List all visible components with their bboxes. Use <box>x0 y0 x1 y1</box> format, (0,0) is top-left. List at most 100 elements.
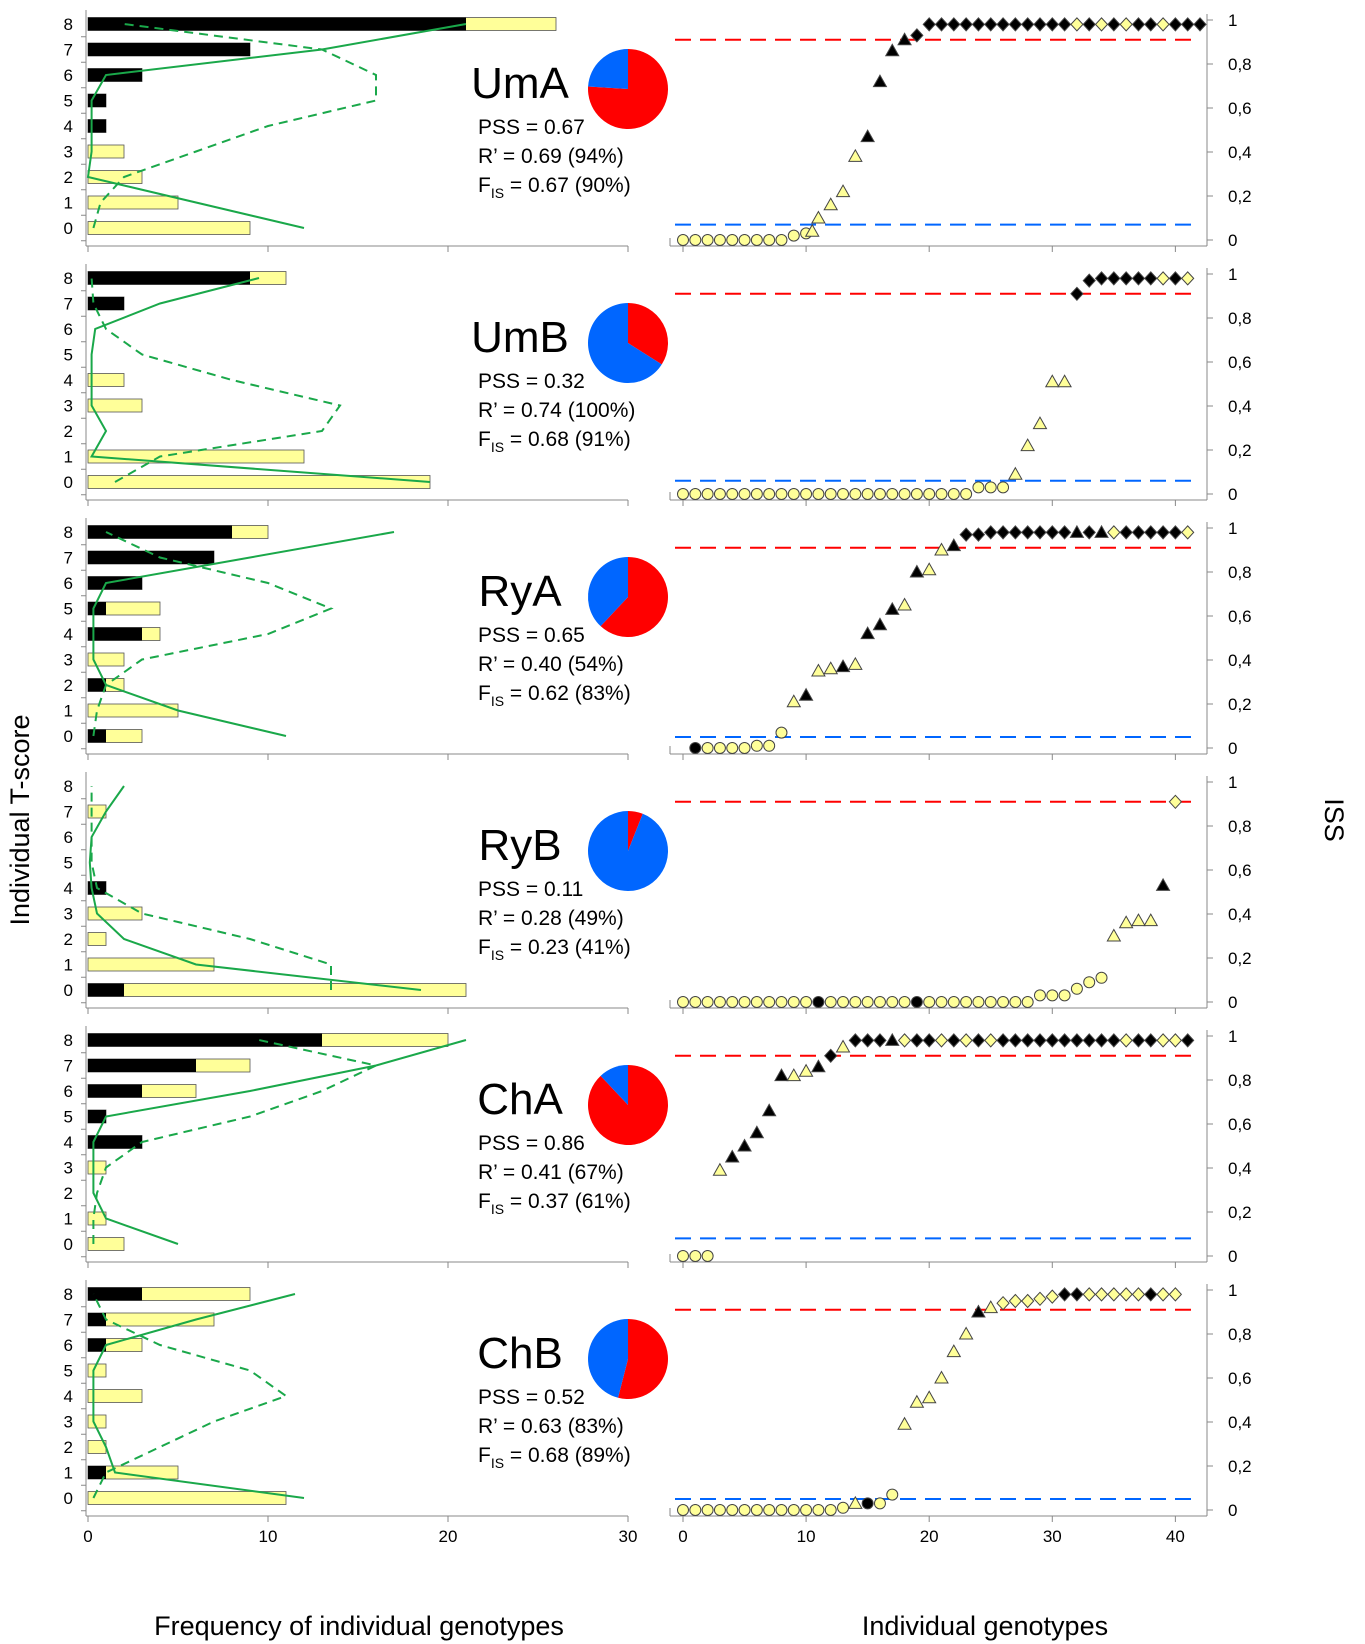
point-circle <box>726 996 739 1008</box>
point-diamond <box>1144 17 1158 32</box>
expected-line-solid <box>92 1293 305 1499</box>
point-diamond <box>1119 17 1133 32</box>
point-circle <box>677 1504 689 1516</box>
point-circle <box>800 1504 813 1516</box>
r-value: R’ = 0.74 (100%) <box>478 399 635 422</box>
point-circle <box>750 739 763 752</box>
right-x-tick-label: 10 <box>797 1527 816 1546</box>
point-circle <box>873 1497 886 1510</box>
left-x-tick-label: 10 <box>259 1527 278 1546</box>
point-diamond <box>1168 525 1183 540</box>
point-circle <box>677 996 689 1008</box>
point-circle <box>689 234 702 246</box>
point-diamond <box>1070 286 1084 302</box>
point-triangle <box>909 1394 925 1408</box>
point-diamond <box>1094 17 1109 32</box>
pie-slice-blue <box>588 303 662 383</box>
bar-sexual <box>88 729 106 743</box>
y-tick-label: 5 <box>64 346 73 365</box>
point-circle <box>812 1504 825 1516</box>
point-circle <box>738 1504 751 1516</box>
point-circle <box>689 742 702 754</box>
iss-tick-label: 1 <box>1228 1027 1237 1046</box>
point-triangle <box>958 1326 974 1340</box>
point-triangle <box>847 148 863 162</box>
point-circle <box>726 1504 739 1516</box>
iss-tick-label: 0,6 <box>1228 607 1252 626</box>
point-circle <box>960 488 973 500</box>
point-diamond <box>1156 1033 1170 1048</box>
point-circle <box>886 996 899 1008</box>
point-diamond <box>1168 1033 1183 1048</box>
point-diamond <box>996 17 1010 32</box>
bar-sexual <box>88 271 250 285</box>
point-circle <box>677 488 689 500</box>
point-diamond <box>1107 17 1121 32</box>
point-circle <box>713 742 726 754</box>
point-triangle <box>1044 374 1060 388</box>
point-triangle <box>835 184 851 198</box>
point-triangle <box>897 1416 912 1430</box>
point-circle <box>837 488 850 500</box>
point-diamond <box>934 1033 949 1048</box>
point-diamond <box>1181 17 1195 32</box>
point-diamond <box>1156 271 1170 286</box>
y-tick-label: 4 <box>64 1387 73 1406</box>
point-triangle <box>884 1032 900 1046</box>
point-circle <box>861 488 874 500</box>
point-triangle <box>835 659 851 673</box>
iss-tick-label: 0,8 <box>1228 55 1252 74</box>
point-triangle <box>934 1370 949 1384</box>
bar-total <box>87 195 179 210</box>
point-diamond <box>1033 525 1047 540</box>
point-triangle <box>1057 374 1072 388</box>
y-tick-label: 3 <box>64 1413 73 1432</box>
fis-value: FIS = 0.37 (61%) <box>478 1190 631 1217</box>
iss-tick-label: 0,2 <box>1228 1203 1252 1222</box>
point-diamond <box>1107 1287 1121 1302</box>
point-circle <box>763 1504 776 1516</box>
point-diamond <box>984 525 998 540</box>
bar-sexual <box>88 1059 196 1072</box>
point-circle <box>787 488 800 500</box>
point-triangle <box>860 129 875 143</box>
point-triangle <box>983 1300 999 1314</box>
panel-uma: 0 1 2 3 4 5 6 7 8 UmA PSS = 0.67 R’ = 0.69 (94%) FIS… <box>64 10 1252 252</box>
point-diamond <box>947 17 961 32</box>
point-diamond <box>1144 1033 1158 1048</box>
iss-tick-label: 1 <box>1228 11 1237 30</box>
point-circle <box>738 234 751 246</box>
r-value: R’ = 0.40 (54%) <box>478 653 624 676</box>
point-diamond <box>1094 1033 1109 1048</box>
y-tick-label: 4 <box>64 371 73 390</box>
point-diamond <box>1131 525 1146 540</box>
iss-tick-label: 0,4 <box>1228 397 1252 416</box>
point-circle <box>677 234 689 246</box>
expected-line-dashed <box>92 23 377 229</box>
point-diamond <box>1156 1287 1170 1302</box>
point-circle <box>997 481 1010 494</box>
pie-slice-red <box>588 1065 669 1145</box>
iss-tick-label: 0,8 <box>1228 1325 1252 1344</box>
point-diamond <box>971 1033 986 1048</box>
point-circle <box>849 488 862 500</box>
point-diamond <box>1082 17 1096 32</box>
point-circle <box>1033 989 1046 1002</box>
y-tick-label: 1 <box>64 956 73 975</box>
y-tick-label: 5 <box>64 1362 73 1381</box>
point-diamond <box>873 1033 887 1048</box>
point-circle <box>713 996 726 1008</box>
bar-total <box>87 932 107 946</box>
point-triangle <box>724 1149 740 1163</box>
bar-total <box>87 1237 125 1251</box>
point-triangle <box>804 223 820 237</box>
point-triangle <box>884 601 900 615</box>
pss-value: PSS = 0.65 <box>478 624 585 647</box>
y-tick-label: 2 <box>64 422 73 441</box>
point-circle <box>1046 989 1059 1002</box>
point-diamond <box>1144 525 1158 540</box>
point-triangle <box>897 32 912 46</box>
point-triangle <box>1032 416 1048 430</box>
point-diamond <box>959 527 973 542</box>
y-tick-label: 3 <box>64 905 73 924</box>
